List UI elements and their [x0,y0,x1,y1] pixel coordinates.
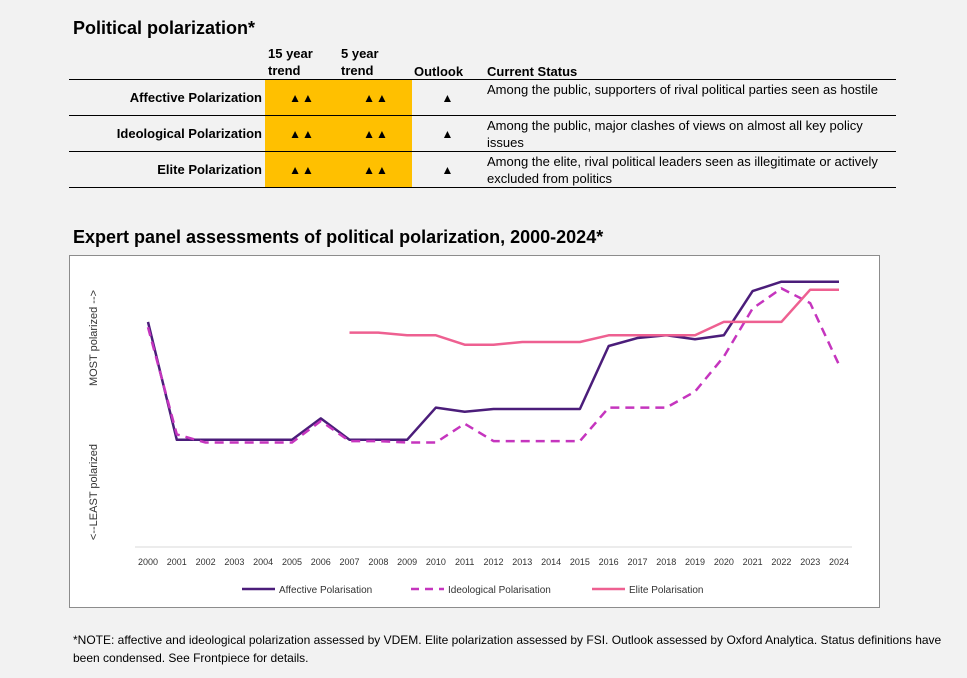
trend-15-arrows: ▲▲ [289,91,315,105]
trend-5-arrows: ▲▲ [363,127,389,141]
table-rule [69,187,896,188]
outlook-arrow: ▲ [441,163,455,177]
chart-area [69,255,880,608]
trend-5-arrows: ▲▲ [363,91,389,105]
table-rule [69,79,896,80]
table-rule [69,151,896,152]
trend-15-arrows: ▲▲ [289,127,315,141]
status-text: Among the public, supporters of rival po… [487,82,878,97]
header-current-status: Current Status [487,64,578,79]
y-axis-label-least: <--LEAST polarized [88,443,100,541]
header-outlook: Outlook [414,64,464,79]
header-15-year-trend: 15 year trend [268,46,313,78]
footnote: *NOTE: affective and ideological polariz… [73,633,942,665]
trend-15-arrows: ▲▲ [289,163,315,177]
status-text: Among the elite, rival political leaders… [487,154,878,186]
row-label-ideological: Ideological Polarization [116,126,262,141]
chart-title: Expert panel assessments of political po… [73,227,604,247]
table-title: Political polarization* [73,18,256,38]
header-5-year-trend: 5 year trend [341,46,379,78]
y-axis-label-most: MOST polarized --> [88,289,100,387]
row-label-elite: Elite Polarization [157,162,262,177]
table-rule [69,115,896,116]
trend-highlight [265,80,412,187]
status-text: Among the public, major clashes of views… [487,118,863,150]
row-label-affective: Affective Polarization [129,90,262,105]
trend-5-arrows: ▲▲ [363,163,389,177]
outlook-arrow: ▲ [441,91,455,105]
outlook-arrow: ▲ [441,127,455,141]
